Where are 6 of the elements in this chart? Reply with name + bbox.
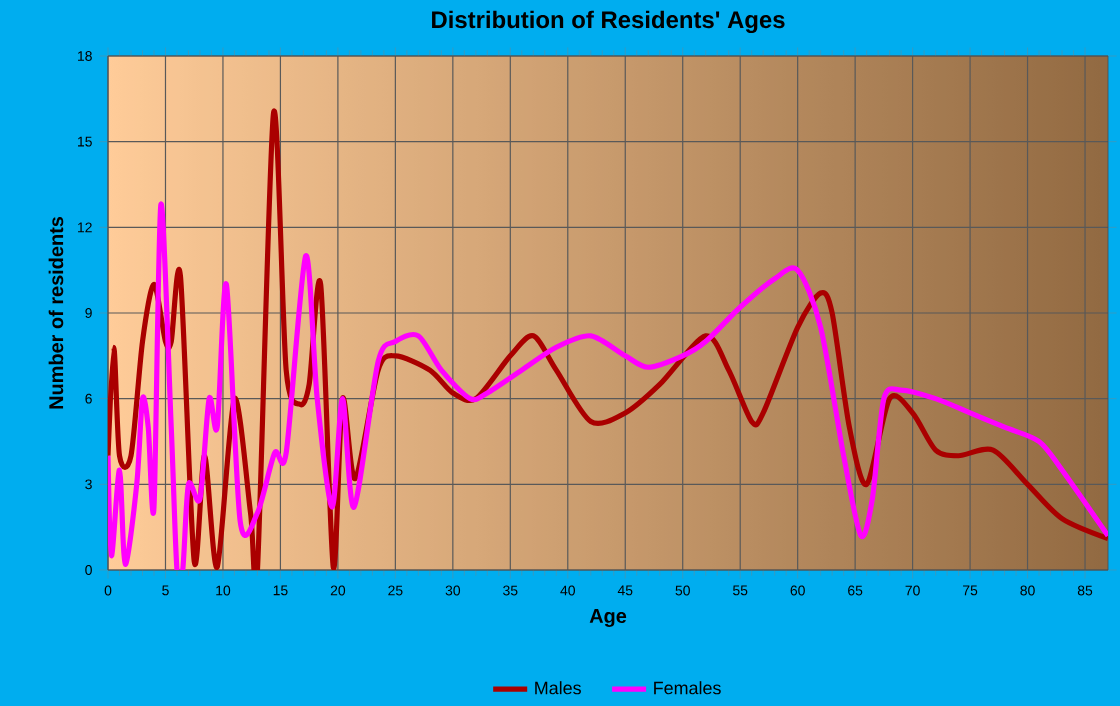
chart-title: Distribution of Residents' Ages	[432, 10, 785, 34]
x-axis-title: Age	[589, 609, 627, 628]
legend-label: Males	[535, 681, 581, 695]
y-axis-title: Number of residents	[48, 216, 64, 409]
line-series	[108, 201, 1109, 570]
legend-label: Females	[654, 681, 721, 695]
